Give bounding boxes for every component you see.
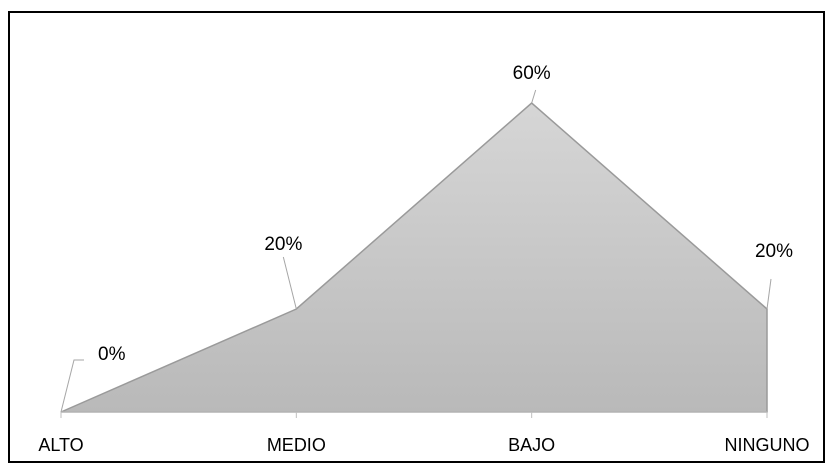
x-tick-label-medio: MEDIO bbox=[267, 435, 326, 455]
series-area bbox=[60, 102, 768, 413]
data-label-ninguno: 20% bbox=[755, 241, 793, 262]
x-tick-label-alto: ALTO bbox=[38, 435, 83, 455]
leader-line-medio bbox=[282, 256, 297, 310]
leader-line-bajo bbox=[531, 89, 537, 104]
x-tick-label-ninguno: NINGUNO bbox=[725, 435, 810, 455]
leader-line-ninguno bbox=[766, 278, 772, 310]
leader-line-alto bbox=[60, 359, 84, 413]
x-tick-label-bajo: BAJO bbox=[508, 435, 555, 455]
data-label-alto: 0% bbox=[98, 344, 126, 365]
data-label-medio: 20% bbox=[264, 234, 302, 255]
data-label-bajo: 60% bbox=[513, 63, 551, 84]
